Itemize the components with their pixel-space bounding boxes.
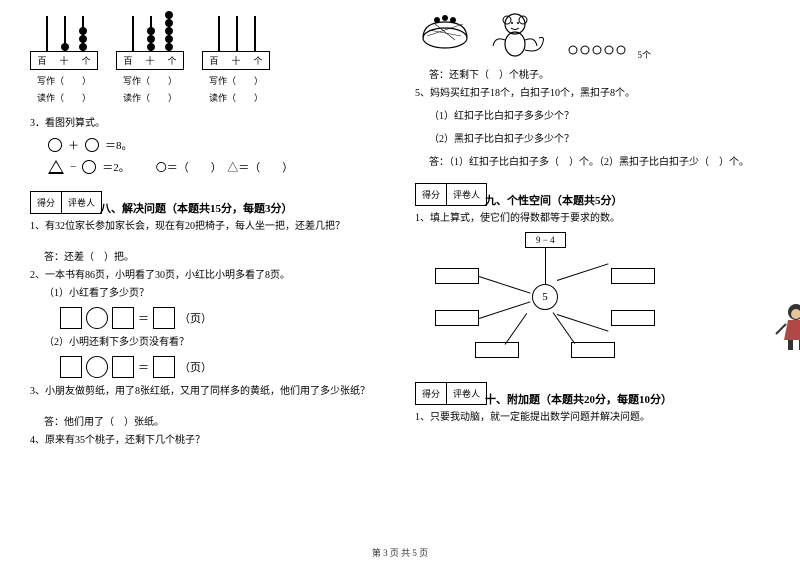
abacus-2: 百十个 写作（ ） 读作（ ） <box>116 10 184 104</box>
page-footer: 第 3 页 共 5 页 <box>0 546 800 559</box>
s8-q2b: （2）小明还剩下多少页没有看？ <box>44 335 385 350</box>
q3-eq2: −＝2。 〇＝（ ） △＝（ ） <box>48 159 385 175</box>
section-8-title: 八、解决问题（本题共15分，每题3分） <box>100 200 385 216</box>
q3-title: 3．看图列算式。 <box>30 116 385 131</box>
s8-q2: 2、一本书有86页，小明看了30页，小红比小明多看了8页。 <box>30 268 385 283</box>
s8-q3-ans: 答：他们用了（ ）张纸。 <box>44 415 385 430</box>
s8-q2a: （1）小红看了多少页？ <box>44 286 385 301</box>
girl-icon <box>772 300 800 352</box>
center-circle: 5 <box>532 284 558 310</box>
peaches-icon <box>565 38 635 58</box>
q5-text: 5、妈妈买红扣子18个，白扣子10个，黑扣子8个。 <box>415 86 770 101</box>
write-as: 写作（ ） <box>37 74 91 87</box>
section-9-title: 九、个性空间（本题共5分） <box>485 192 770 208</box>
score-box: 得分 评卷人 <box>415 382 487 405</box>
top-expr: 9 − 4 <box>525 232 566 248</box>
s8-q4: 4、原来有35个桃子，还剩下几个桃子？ <box>30 433 385 448</box>
monkey-icon <box>485 10 555 62</box>
peach-ans: 答：还剩下（ ）个桃子。 <box>429 68 770 83</box>
score-box: 得分 评卷人 <box>30 191 102 214</box>
s10-q1: 1、只要我动脑，就一定能提出数学问题并解决问题。 <box>415 410 770 425</box>
left-column: 百十个 写作（ ） 读作（ ） 百十个 写作（ ） 读作（ ） 百十个 写作（ … <box>30 10 385 451</box>
s8-q1: 1、有32位家长参加家长会，现在有20把椅子，每人坐一把，还差几把？ <box>30 219 385 234</box>
s8-q3: 3、小朋友做剪纸，用了8张红纸，又用了同样多的黄纸，他们用了多少张纸？ <box>30 384 385 399</box>
s9-q1: 1、填上算式，使它们的得数都等于要求的数。 <box>415 211 770 226</box>
monkey-illustration: 5个 <box>415 10 770 62</box>
s8-q1-ans: 答：还差（ ）把。 <box>44 250 385 265</box>
equation-boxes-1: ＝（页） <box>60 307 385 329</box>
equation-boxes-2: ＝（页） <box>60 356 385 378</box>
section-10-title: 十、附加题（本题共20分，每题10分） <box>485 391 770 407</box>
read-as: 读作（ ） <box>37 91 91 104</box>
right-column: 5个 答：还剩下（ ）个桃子。 5、妈妈买红扣子18个，白扣子10个，黑扣子8个… <box>415 10 770 451</box>
circle-icon <box>85 138 99 152</box>
abacus-1: 百十个 写作（ ） 读作（ ） <box>30 10 98 104</box>
q5-ans: 答：（1）红扣子比白扣子多（ ）个。（2）黑扣子比白扣子少（ ）个。 <box>429 155 770 170</box>
q5-a: （1）红扣子比白扣子多多少个？ <box>429 109 770 124</box>
star-diagram: 9 − 4 5 <box>435 232 655 362</box>
abacus-3: 百十个 写作（ ） 读作（ ） <box>202 10 270 104</box>
q3-eq1: ＋＝8。 <box>48 137 385 153</box>
basket-icon <box>415 10 475 50</box>
circle-icon <box>48 138 62 152</box>
score-box: 得分 评卷人 <box>415 183 487 206</box>
triangle-icon <box>48 160 64 174</box>
peach-count: 5个 <box>638 50 652 60</box>
abacus-row: 百十个 写作（ ） 读作（ ） 百十个 写作（ ） 读作（ ） 百十个 写作（ … <box>30 10 385 104</box>
circle-icon <box>82 160 96 174</box>
q5-b: （2）黑扣子比白扣子少多少个？ <box>429 132 770 147</box>
